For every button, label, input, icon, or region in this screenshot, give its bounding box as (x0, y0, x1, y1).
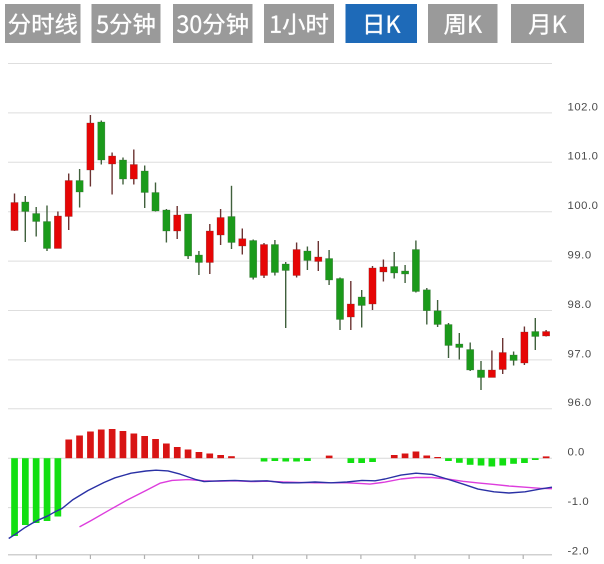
svg-text:100.0: 100.0 (568, 200, 599, 212)
svg-text:102.0: 102.0 (568, 101, 599, 113)
svg-text:97.0: 97.0 (568, 348, 592, 360)
svg-text:101.0: 101.0 (568, 151, 599, 163)
svg-text:-1.0: -1.0 (568, 496, 590, 508)
svg-text:98.0: 98.0 (568, 299, 592, 311)
svg-text:-2.0: -2.0 (568, 545, 590, 557)
svg-text:99.0: 99.0 (568, 250, 592, 262)
svg-text:96.0: 96.0 (568, 397, 592, 409)
svg-text:0.0: 0.0 (568, 447, 585, 459)
